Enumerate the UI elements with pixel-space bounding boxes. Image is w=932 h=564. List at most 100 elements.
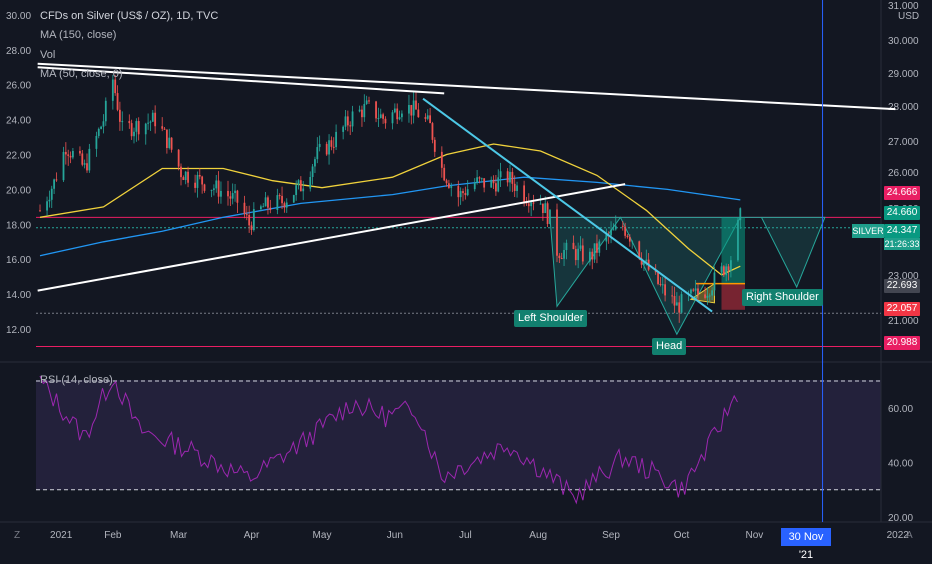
chart-canvas[interactable]: 30.00 28.00 26.00 24.00 22.00 20.00 18.00 16.00… [0,0,932,550]
candle-body [220,190,222,197]
candle-body [546,203,549,224]
chart-background [0,0,932,550]
candle-body [170,137,173,150]
legend-ma50: MA (50, close, 0) [40,68,123,80]
left-axis-tick: 26.00 [6,81,31,92]
candle-body [213,188,215,190]
candle-body [443,167,446,181]
trendline-upper-short [37,66,445,95]
candle-body [97,128,100,136]
candle-body [248,214,251,226]
candle-body [180,166,182,178]
candle-body [252,209,255,230]
candle-body [384,118,387,124]
candle-body [83,163,86,165]
candle-body [730,260,732,271]
left-axis-tick: 12.00 [6,325,31,336]
rsi-band [36,380,881,490]
x-axis-tick: May [313,530,332,541]
x-axis-tick: Jul [459,530,472,541]
candle-body [511,171,514,184]
candle-body [579,245,582,249]
candle-body [281,195,283,204]
candle-body [513,183,516,191]
candle-body [137,121,140,135]
candle-body [523,185,525,203]
candle-body [396,108,399,120]
candle-body [473,182,476,190]
right-axis-tick: 29.000 [888,69,919,80]
candle-body [328,140,330,155]
candle-body [614,225,617,230]
candle-body [737,220,739,261]
candle-body [492,179,495,184]
x-axis-tick: Feb [104,530,122,541]
price-tag-22-057: 22.057 [884,302,920,316]
right-axis-tick: 23.000 [888,271,919,282]
candle-body [72,150,74,158]
candle-body [412,100,415,116]
auto-scale-icon[interactable]: A [906,530,913,541]
candle-body [260,206,262,210]
candle-body [48,199,51,202]
chart-title: CFDs on Silver (US$ / OZ), 1D, TVC [40,10,219,22]
candle-body [344,116,347,127]
x-axis-tick: 2021 [50,530,73,541]
candle-body [217,180,220,197]
candle-body [114,79,117,94]
right-axis-tick: 21.000 [888,316,919,327]
candle-body [330,140,333,147]
candles [39,74,742,323]
candle-body [295,185,298,196]
candle-body [499,171,502,178]
candle-body [130,123,133,137]
candle-body [285,202,288,208]
candle-body [697,288,699,295]
candle-body [283,203,286,208]
candle-body [243,202,246,215]
candle-body [299,180,302,192]
right-axis-tick: 30.000 [888,36,919,47]
candle-body [711,290,713,296]
candle-body [166,129,168,148]
candle-body [544,203,547,214]
candle-body [581,245,584,262]
candle-body [720,266,723,273]
trendline-lower [37,183,626,292]
ma50-line [39,143,741,276]
candle-body [349,125,352,127]
candle-body [365,100,368,104]
candle-body [722,266,725,276]
candle-body [690,289,692,294]
candle-body [88,148,91,171]
candle-body [398,117,401,120]
candle-body [292,195,295,203]
candle-body [236,190,239,203]
rsi-axis-tick: 20.00 [888,513,913,524]
candle-body [262,206,265,208]
candle-body [727,266,730,271]
candle-body [133,131,135,137]
candle-body [624,226,627,236]
candle-body [276,195,279,211]
candle-body [415,100,417,110]
candle-body [39,210,41,212]
candle-body [375,101,377,119]
candle-body [671,295,674,297]
candle-body [558,255,561,259]
candle-body [680,294,683,313]
candle-body [346,116,349,126]
candle-body [448,183,450,188]
candle-body [210,189,213,191]
candle-body [708,295,711,297]
trendline-upper [37,62,896,111]
candle-body [314,159,316,167]
candle-body [119,109,121,122]
timezone-icon[interactable]: Z [14,530,21,541]
candle-body [433,139,436,152]
candle-body [264,197,267,207]
candle-body [605,234,608,242]
legend-rsi: RSI (14, close) [40,374,113,386]
candle-body [565,242,568,250]
x-axis-tick: Jun [387,530,403,541]
